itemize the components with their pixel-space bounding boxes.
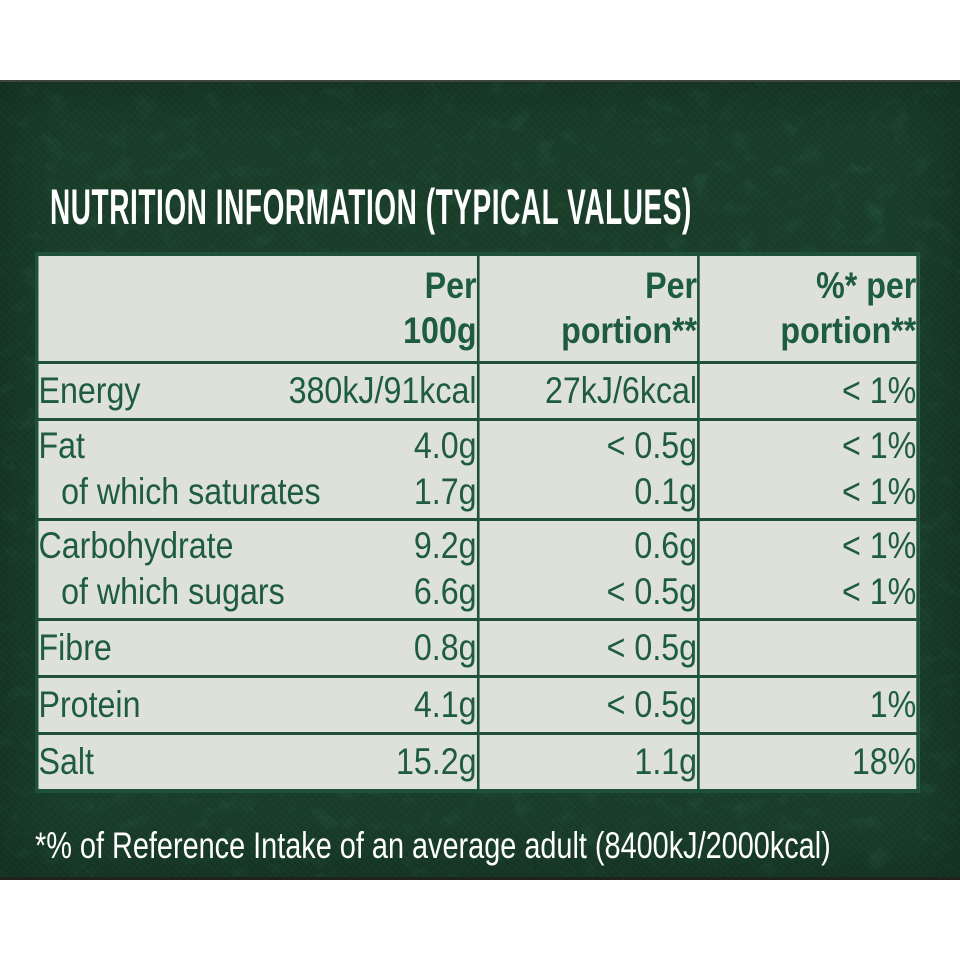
salt-pct-portion-cell: 18% <box>697 731 920 793</box>
header-line: 100g <box>403 310 477 352</box>
pct-portion-value: < 1% <box>842 369 917 411</box>
per-100g-value: 4.1g <box>413 683 477 725</box>
per-portion-value: < 0.5g <box>606 683 698 725</box>
per-100g-value: 0.8g <box>413 626 477 668</box>
per-100g-value: 4.0g <box>413 425 477 466</box>
nutrient-subname: of which sugars <box>61 571 285 612</box>
table-row-fat: Fat 4.0g of which saturates 1.7g < 0.5g … <box>35 417 920 521</box>
per-100g-value: 15.2g <box>395 740 477 782</box>
header-line: portion** <box>780 310 917 352</box>
per-portion-value: 0.6g <box>634 525 698 566</box>
per-portion-value: < 0.5g <box>606 425 698 466</box>
nutrition-table: Per 100g Per portion** %* per portion** <box>35 252 920 793</box>
column-header-pct-per-portion: %* per portion** <box>697 252 920 364</box>
salt-per-portion-cell: 1.1g <box>476 731 700 793</box>
footnote-reference-intake: *% of Reference Intake of an average adu… <box>35 825 831 866</box>
salt-name-and-100g-cell: Salt 15.2g <box>35 731 480 793</box>
fat-name-and-100g-cell: Fat 4.0g of which saturates 1.7g <box>35 417 480 521</box>
energy-name-and-100g-cell: Energy 380kJ/91kcal <box>35 360 480 421</box>
per-100g-value: 6.6g <box>413 571 477 612</box>
pct-portion-value: < 1% <box>842 571 917 612</box>
header-line: Per <box>645 265 698 307</box>
fibre-per-portion-cell: < 0.5g <box>476 617 700 678</box>
pct-portion-value: < 1% <box>842 471 917 512</box>
pct-portion-value: < 1% <box>842 525 917 566</box>
protein-pct-portion-cell: 1% <box>697 674 920 735</box>
carbohydrate-name-and-100g-cell: Carbohydrate 9.2g of which sugars 6.6g <box>35 517 480 621</box>
page-title: NUTRITION INFORMATION (TYPICAL VALUES) <box>50 179 692 235</box>
per-portion-value: < 0.5g <box>606 571 698 612</box>
energy-per-portion-cell: 27kJ/6kcal <box>476 360 700 421</box>
carbohydrate-per-portion-cell: 0.6g < 0.5g <box>476 517 700 621</box>
nutrient-name: Carbohydrate <box>38 525 234 566</box>
header-line: portion** <box>561 310 698 352</box>
nutrient-subname: of which saturates <box>61 471 321 512</box>
protein-per-portion-cell: < 0.5g <box>476 674 700 735</box>
pct-portion-value: 18% <box>851 740 917 782</box>
per-portion-value: 1.1g <box>634 740 698 782</box>
table-row-carbohydrate: Carbohydrate 9.2g of which sugars 6.6g 0… <box>35 517 920 621</box>
header-line: %* per <box>816 265 917 307</box>
per-portion-value: 0.1g <box>634 471 698 512</box>
nutrition-table-wrap: Per 100g Per portion** %* per portion** <box>35 252 920 793</box>
per-100g-value: 9.2g <box>413 525 477 566</box>
fibre-pct-portion-cell <box>697 617 920 678</box>
nutrient-name: Protein <box>38 683 141 725</box>
protein-name-and-100g-cell: Protein 4.1g <box>35 674 480 735</box>
per-portion-value: < 0.5g <box>606 626 698 668</box>
nutrient-name: Fibre <box>38 626 112 668</box>
carbohydrate-pct-portion-cell: < 1% < 1% <box>697 517 920 621</box>
pct-portion-value: < 1% <box>842 425 917 466</box>
table-header-row: Per 100g Per portion** %* per portion** <box>35 252 920 364</box>
table-row-protein: Protein 4.1g < 0.5g 1% <box>35 674 920 735</box>
label-background: NUTRITION INFORMATION (TYPICAL VALUES) P… <box>0 80 960 917</box>
per-100g-value: 1.7g <box>413 471 477 512</box>
column-header-per-portion: Per portion** <box>476 252 700 364</box>
footnote-portion-size: ** 1 portion = 125ml (each pot contains … <box>35 876 678 917</box>
fat-pct-portion-cell: < 1% < 1% <box>697 417 920 521</box>
header-line: Per <box>424 265 477 307</box>
table-row-fibre: Fibre 0.8g < 0.5g <box>35 617 920 678</box>
nutrient-name: Salt <box>38 740 94 782</box>
fat-per-portion-cell: < 0.5g 0.1g <box>476 417 700 521</box>
per-portion-value: 27kJ/6kcal <box>544 369 698 411</box>
nutrient-name: Energy <box>38 369 141 411</box>
table-row-salt: Salt 15.2g 1.1g 18% <box>35 731 920 793</box>
energy-pct-portion-cell: < 1% <box>697 360 920 421</box>
pct-portion-value: 1% <box>869 683 917 725</box>
table-row-energy: Energy 380kJ/91kcal 27kJ/6kcal < 1% <box>35 360 920 421</box>
column-header-per-100g: Per 100g <box>35 252 480 364</box>
per-100g-value: 380kJ/91kcal <box>288 369 477 411</box>
nutrient-name: Fat <box>38 425 85 466</box>
fibre-name-and-100g-cell: Fibre 0.8g <box>35 617 480 678</box>
